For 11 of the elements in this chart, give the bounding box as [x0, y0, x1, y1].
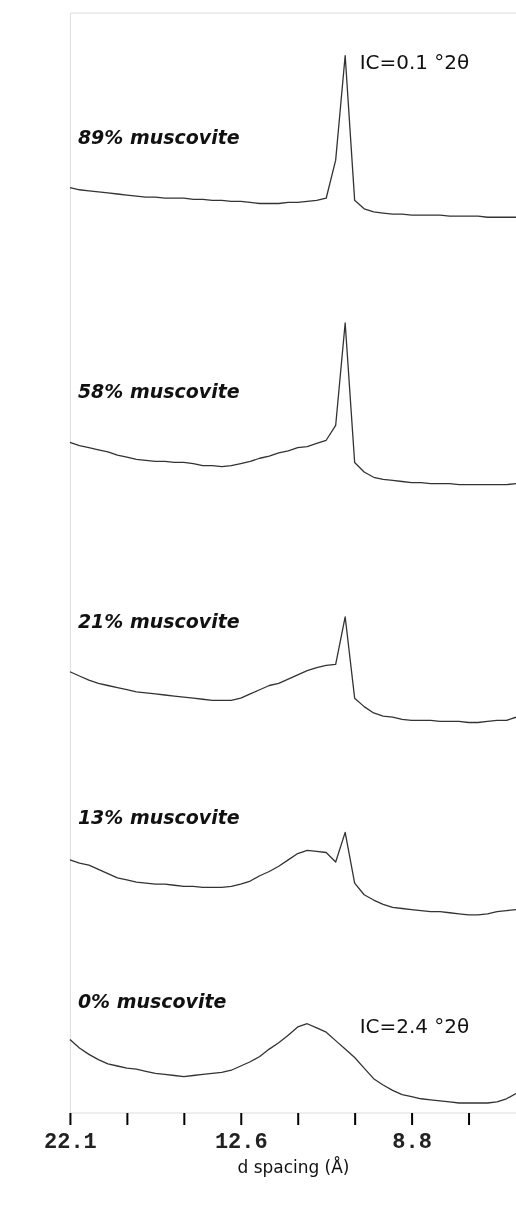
- annotation: IC=2.4 °2θ: [359, 1013, 470, 1038]
- x-axis-title: d spacing (Å): [237, 1155, 350, 1177]
- series-label: 0% muscovite: [77, 989, 227, 1012]
- x-tick-label: 22.1: [44, 1129, 97, 1155]
- annotation: IC=0.1 °2θ: [359, 49, 470, 74]
- text: 58% muscovite: [77, 380, 240, 403]
- series-label: 13% muscovite: [77, 805, 240, 828]
- text: 21% muscovite: [77, 609, 240, 632]
- x-tick-label: 8.8: [392, 1129, 432, 1155]
- x-tick-label: 12.6: [214, 1129, 268, 1155]
- text: 89% muscovite: [77, 125, 240, 148]
